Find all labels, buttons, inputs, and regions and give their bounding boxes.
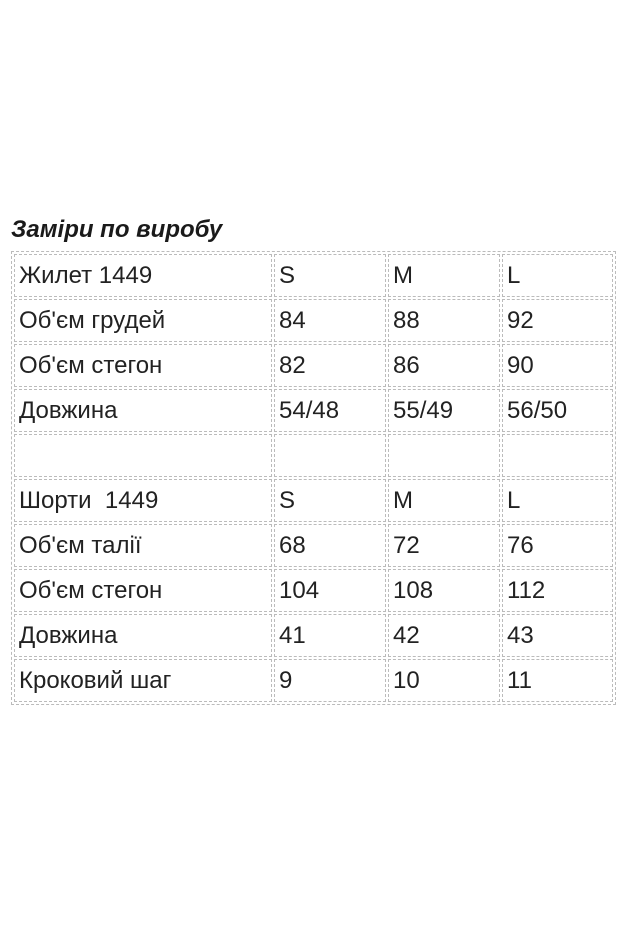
table-row: Довжина 41 42 43 <box>14 614 613 657</box>
table-row: Кроковий шаг 9 10 11 <box>14 659 613 702</box>
row-label: Жилет 1449 <box>14 254 272 297</box>
cell: 82 <box>274 344 386 387</box>
cell: 86 <box>388 344 500 387</box>
cell: 10 <box>388 659 500 702</box>
row-label: Об'єм стегон <box>14 344 272 387</box>
table-row: Жилет 1449 S M L <box>14 254 613 297</box>
cell: 43 <box>502 614 613 657</box>
row-label: Кроковий шаг <box>14 659 272 702</box>
cell: 88 <box>388 299 500 342</box>
cell: 92 <box>502 299 613 342</box>
cell: 112 <box>502 569 613 612</box>
cell: 104 <box>274 569 386 612</box>
empty-cell <box>14 434 272 477</box>
empty-cell <box>388 434 500 477</box>
table-row: Шорти 1449 S M L <box>14 479 613 522</box>
table-row: Об'єм талії 68 72 76 <box>14 524 613 567</box>
table-row: Об'єм стегон 104 108 112 <box>14 569 613 612</box>
row-label: Об'єм талії <box>14 524 272 567</box>
size-table: Жилет 1449 S M L Об'єм грудей 84 88 92 Об'єм сте… <box>11 251 616 705</box>
cell: 90 <box>502 344 613 387</box>
cell: L <box>502 479 613 522</box>
cell: M <box>388 254 500 297</box>
spacer-row <box>14 434 613 477</box>
cell: S <box>274 254 386 297</box>
cell: 72 <box>388 524 500 567</box>
cell: 11 <box>502 659 613 702</box>
cell: 54/48 <box>274 389 386 432</box>
cell: 68 <box>274 524 386 567</box>
cell: 41 <box>274 614 386 657</box>
cell: S <box>274 479 386 522</box>
row-label: Об'єм грудей <box>14 299 272 342</box>
table-row: Довжина 54/48 55/49 56/50 <box>14 389 613 432</box>
title: Заміри по виробу <box>11 216 223 243</box>
row-label: Шорти 1449 <box>14 479 272 522</box>
cell: M <box>388 479 500 522</box>
table-row: Об'єм грудей 84 88 92 <box>14 299 613 342</box>
cell: L <box>502 254 613 297</box>
cell: 108 <box>388 569 500 612</box>
row-label: Об'єм стегон <box>14 569 272 612</box>
empty-cell <box>502 434 613 477</box>
cell: 42 <box>388 614 500 657</box>
row-label: Довжина <box>14 389 272 432</box>
cell: 84 <box>274 299 386 342</box>
table-row: Об'єм стегон 82 86 90 <box>14 344 613 387</box>
empty-cell <box>274 434 386 477</box>
row-label: Довжина <box>14 614 272 657</box>
cell: 56/50 <box>502 389 613 432</box>
cell: 55/49 <box>388 389 500 432</box>
cell: 9 <box>274 659 386 702</box>
cell: 76 <box>502 524 613 567</box>
